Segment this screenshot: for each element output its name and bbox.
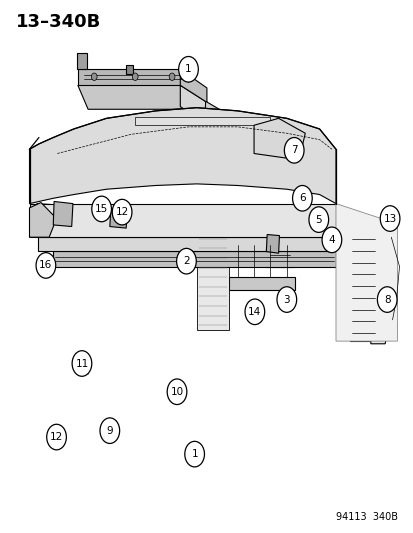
Text: 1: 1 (191, 449, 197, 459)
Circle shape (244, 299, 264, 325)
Circle shape (91, 73, 97, 80)
Text: 4: 4 (328, 235, 335, 245)
Polygon shape (349, 235, 376, 341)
Polygon shape (29, 203, 57, 237)
Polygon shape (335, 204, 396, 341)
Polygon shape (77, 53, 87, 69)
Polygon shape (180, 69, 206, 102)
Circle shape (176, 248, 196, 274)
Circle shape (36, 253, 56, 278)
Text: 6: 6 (298, 193, 305, 203)
Polygon shape (229, 277, 294, 290)
Circle shape (167, 379, 186, 405)
Polygon shape (180, 85, 221, 125)
Text: 94113  340B: 94113 340B (335, 512, 397, 522)
Circle shape (72, 351, 92, 376)
Polygon shape (78, 69, 186, 85)
Polygon shape (135, 117, 270, 125)
Polygon shape (204, 101, 232, 136)
Text: 10: 10 (170, 387, 183, 397)
Text: 12: 12 (115, 207, 128, 217)
Text: 3: 3 (283, 295, 290, 304)
Polygon shape (53, 201, 73, 227)
Circle shape (169, 73, 175, 80)
Circle shape (377, 287, 396, 312)
Circle shape (178, 56, 198, 82)
Circle shape (292, 185, 311, 211)
Polygon shape (196, 235, 229, 330)
Text: 11: 11 (75, 359, 88, 368)
Text: 14: 14 (248, 307, 261, 317)
Polygon shape (109, 212, 127, 228)
Text: 13–340B: 13–340B (17, 13, 102, 31)
Polygon shape (266, 235, 279, 253)
Circle shape (132, 73, 138, 80)
Polygon shape (29, 108, 335, 204)
Circle shape (321, 227, 341, 253)
Polygon shape (126, 65, 133, 74)
Circle shape (92, 196, 111, 222)
Circle shape (276, 287, 296, 312)
Text: 2: 2 (183, 256, 189, 266)
Circle shape (112, 199, 132, 225)
Polygon shape (29, 204, 335, 237)
Circle shape (308, 207, 328, 232)
Polygon shape (38, 237, 335, 251)
Text: 8: 8 (383, 295, 389, 304)
Circle shape (100, 418, 119, 443)
Polygon shape (53, 251, 335, 266)
Polygon shape (78, 85, 196, 109)
Circle shape (379, 206, 399, 231)
Polygon shape (254, 118, 304, 160)
Polygon shape (266, 248, 292, 266)
Text: 5: 5 (315, 215, 321, 224)
Text: 15: 15 (95, 204, 108, 214)
Text: 1: 1 (185, 64, 191, 74)
Text: 13: 13 (382, 214, 396, 223)
Circle shape (47, 424, 66, 450)
Text: 7: 7 (290, 146, 297, 155)
Polygon shape (370, 235, 396, 344)
Circle shape (184, 441, 204, 467)
Text: 9: 9 (106, 426, 113, 435)
Circle shape (284, 138, 303, 163)
Polygon shape (29, 204, 61, 237)
Text: 12: 12 (50, 432, 63, 442)
Text: 16: 16 (39, 261, 52, 270)
